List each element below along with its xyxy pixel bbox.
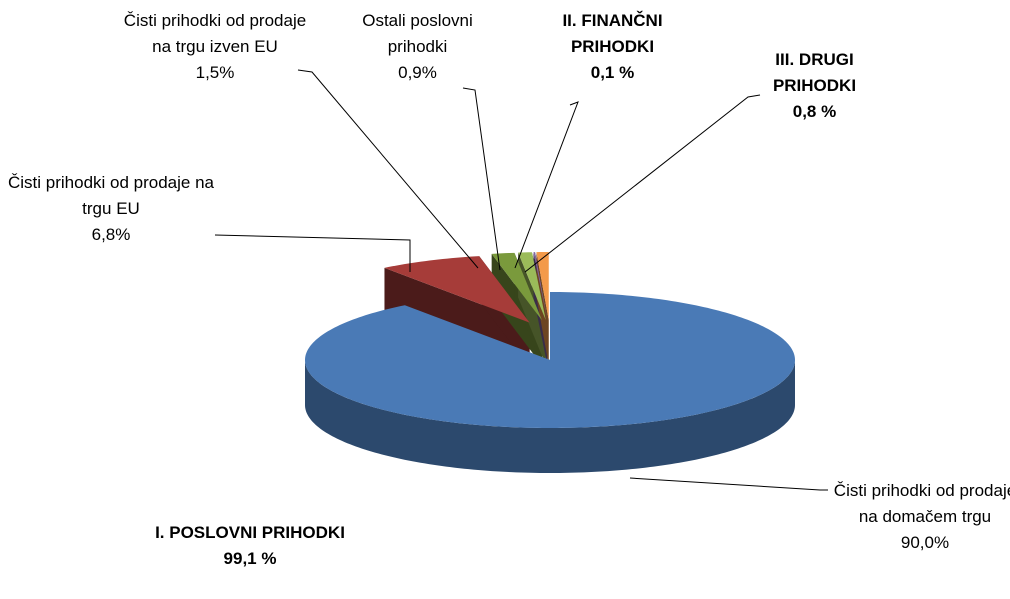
leader-line [462, 87, 501, 271]
label-value: 0,9% [398, 63, 437, 82]
leader-line [629, 477, 828, 491]
leader-line [214, 234, 411, 272]
slice-label: Čisti prihodki od prodaje na trgu EU 6,8% [0, 170, 222, 248]
slice-label: III. DRUGI PRIHODKI 0,8 % [752, 47, 877, 125]
annotation-text: I. POSLOVNI PRIHODKI [155, 523, 345, 542]
slice [491, 252, 543, 321]
label-name: III. DRUGI PRIHODKI [772, 50, 857, 95]
leader-line [524, 94, 761, 273]
label-value: 1,5% [195, 63, 235, 82]
slice [536, 252, 549, 321]
label-name: Čisti prihodki od prodaje na trgu izven … [123, 11, 307, 56]
label-name: Ostali poslovni prihodki [362, 11, 473, 56]
leader-lines [214, 69, 828, 491]
label-value: 0,1 % [590, 63, 635, 82]
leader-line [297, 69, 479, 269]
slice-label: Čisti prihodki od prodaje na domačem trg… [825, 478, 1010, 556]
label-value: 0,8 % [792, 102, 837, 121]
slice-label: Ostali poslovni prihodki 0,9% [345, 8, 490, 86]
annotation: I. POSLOVNI PRIHODKI 99,1 % [110, 520, 390, 572]
label-value: 90,0% [900, 533, 950, 552]
slice [384, 256, 530, 323]
label-name: Čisti prihodki od prodaje na domačem trg… [833, 481, 1010, 526]
label-name: II. FINANČNI PRIHODKI [562, 11, 663, 56]
slice-label: Čisti prihodki od prodaje na trgu izven … [120, 8, 310, 86]
slice [518, 252, 546, 321]
leader-line [514, 101, 579, 269]
label-name: Čisti prihodki od prodaje na trgu EU [7, 173, 214, 218]
slice-side [305, 360, 795, 473]
label-value: 6,8% [91, 225, 131, 244]
slice [305, 292, 795, 428]
slice [533, 252, 548, 321]
annotation-value: 99,1 % [223, 549, 277, 568]
slice-tops [305, 252, 795, 428]
slice-label: II. FINANČNI PRIHODKI 0,1 % [540, 8, 685, 86]
